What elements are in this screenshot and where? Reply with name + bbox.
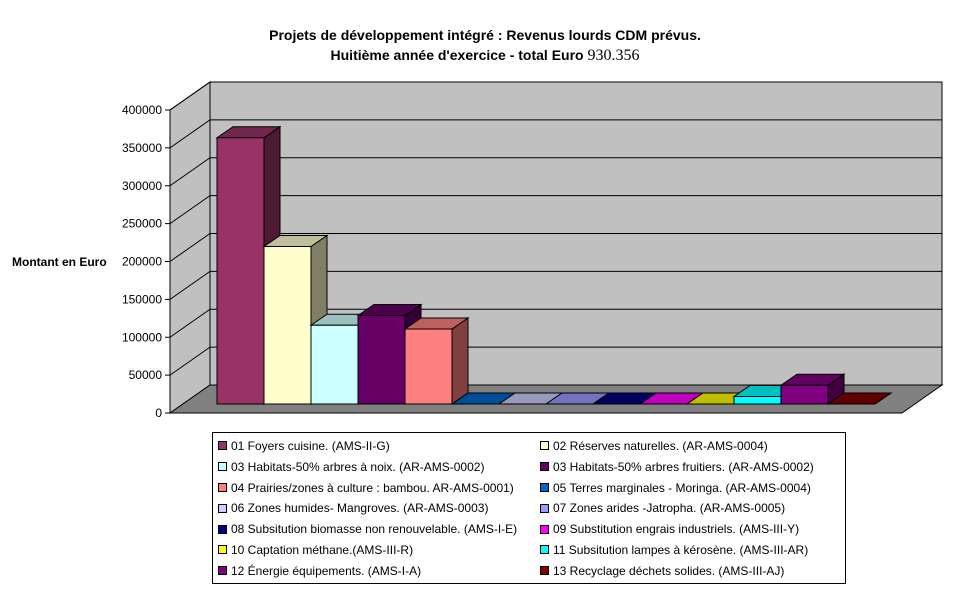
- bar-top: [826, 392, 893, 405]
- bar-front: [404, 328, 453, 405]
- legend-label: 09 Substitution engrais industriels. (AM…: [553, 522, 800, 537]
- legend-swatch: [540, 503, 549, 513]
- y-tick-label: 0: [155, 406, 162, 420]
- legend-swatch: [540, 545, 549, 555]
- y-tick-label: 350000: [122, 141, 162, 155]
- gridline-side: [169, 270, 211, 300]
- legend-swatch: [540, 441, 549, 451]
- chart-title-line2: Huitième année d'exercice - total Euro 9…: [0, 45, 970, 66]
- legend-item: 07 Zones arides -Jatropha. (AR-AMS-0005): [540, 500, 785, 517]
- chart-title-line1: Projets de développement intégré : Reven…: [269, 27, 701, 43]
- legend-label: 11 Subsitution lampes à kérosène. (AMS-I…: [553, 543, 809, 557]
- legend-swatch: [540, 462, 549, 472]
- gridline-side: [169, 195, 211, 225]
- legend-label: 12 Énergie équipements. (AMS-I-A): [231, 563, 422, 578]
- chart-title: Projets de développement intégré : Reven…: [0, 25, 970, 66]
- legend-label: 10 Captation méthane.(AMS-III-R): [231, 543, 414, 557]
- legend-item: 12 Énergie équipements. (AMS-I-A): [218, 563, 421, 580]
- legend-label: 03 Habitats-50% arbres à noix. (AR-AMS-0…: [231, 459, 485, 474]
- chart-legend: 01 Foyers cuisine. (AMS-II-G) 02 Réserves…: [212, 432, 846, 584]
- legend-label: 05 Terres marginales - Moringa. (AR-AMS-…: [553, 480, 811, 495]
- legend-item: 01 Foyers cuisine. (AMS-II-G): [218, 438, 390, 455]
- gridline-side: [169, 157, 211, 187]
- bar: [403, 317, 470, 405]
- gridline-side: [169, 119, 211, 149]
- y-tick-label: 50000: [129, 368, 163, 382]
- legend-swatch: [218, 462, 227, 472]
- legend-swatch: [540, 566, 549, 576]
- legend-swatch: [218, 503, 227, 513]
- bar-front: [263, 246, 312, 405]
- legend-item: 03 Habitats-50% arbres à noix. (AR-AMS-0…: [218, 459, 484, 476]
- y-tick-label: 150000: [122, 292, 162, 306]
- legend-item: 03 Habitats-50% arbres fruitiers. (AR-AM…: [540, 459, 814, 476]
- bar-front: [310, 324, 359, 405]
- y-tick-label: 100000: [122, 330, 162, 344]
- y-tick-label: 200000: [122, 255, 162, 269]
- legend-swatch: [540, 524, 549, 534]
- legend-swatch: [218, 545, 227, 555]
- gridline-side: [169, 233, 211, 262]
- bar-front: [357, 315, 406, 405]
- legend-item: 11 Subsitution lampes à kérosène. (AMS-I…: [540, 542, 808, 559]
- legend-item: 05 Terres marginales - Moringa. (AR-AMS-…: [540, 480, 811, 497]
- bar-front: [733, 396, 782, 405]
- legend-swatch: [218, 524, 227, 534]
- legend-label: 02 Réserves naturelles. (AR-AMS-0004): [553, 439, 768, 453]
- gridline-side: [169, 308, 211, 338]
- legend-item: 06 Zones humides- Mangroves. (AR-AMS-000…: [218, 500, 488, 517]
- legend-label: 04 Prairies/zones à culture : bambou. AR…: [231, 480, 514, 495]
- legend-item: 02 Réserves naturelles. (AR-AMS-0004): [540, 438, 768, 455]
- legend-item: 13 Recyclage déchets solides. (AMS-III-A…: [540, 563, 784, 580]
- bar-front: [216, 137, 265, 405]
- bar-front: [780, 384, 829, 405]
- legend-swatch: [218, 566, 227, 576]
- gridline-side: [169, 346, 211, 376]
- legend-label: 06 Zones humides- Mangroves. (AR-AMS-000…: [231, 501, 489, 516]
- legend-label: 01 Foyers cuisine. (AMS-II-G): [231, 439, 390, 453]
- y-tick-label: 400000: [122, 103, 162, 117]
- bar: [826, 392, 893, 405]
- bar: [779, 373, 846, 405]
- y-axis-label: Montant en Euro: [12, 255, 107, 269]
- bar-side: [451, 317, 469, 405]
- y-tick-label: 250000: [122, 217, 162, 231]
- legend-swatch: [218, 482, 227, 492]
- legend-label: 08 Subsitution biomasse non renouvelable…: [231, 522, 518, 537]
- y-tick-label: 300000: [122, 179, 162, 193]
- chart-title-total: 930.356: [587, 47, 640, 64]
- gridline-side: [169, 81, 211, 111]
- legend-item: 10 Captation méthane.(AMS-III-R): [218, 542, 413, 559]
- legend-label: 07 Zones arides -Jatropha. (AR-AMS-0005): [553, 501, 786, 516]
- legend-swatch: [218, 441, 227, 451]
- chart-plot-area: 0 50000 100000 150000 200000 250000 300000 3500…: [12, 81, 944, 420]
- chart-title-prefix: Huitième année d'exercice - total Euro: [330, 47, 588, 63]
- legend-item: 09 Substitution engrais industriels. (AM…: [540, 521, 799, 538]
- legend-label: 13 Recyclage déchets solides. (AMS-III-A…: [553, 563, 785, 578]
- legend-item: 04 Prairies/zones à culture : bambou. AR…: [218, 480, 514, 497]
- legend-label: 03 Habitats-50% arbres fruitiers. (AR-AM…: [553, 459, 814, 474]
- legend-swatch: [540, 482, 549, 492]
- legend-item: 08 Subsitution biomasse non renouvelable…: [218, 521, 517, 538]
